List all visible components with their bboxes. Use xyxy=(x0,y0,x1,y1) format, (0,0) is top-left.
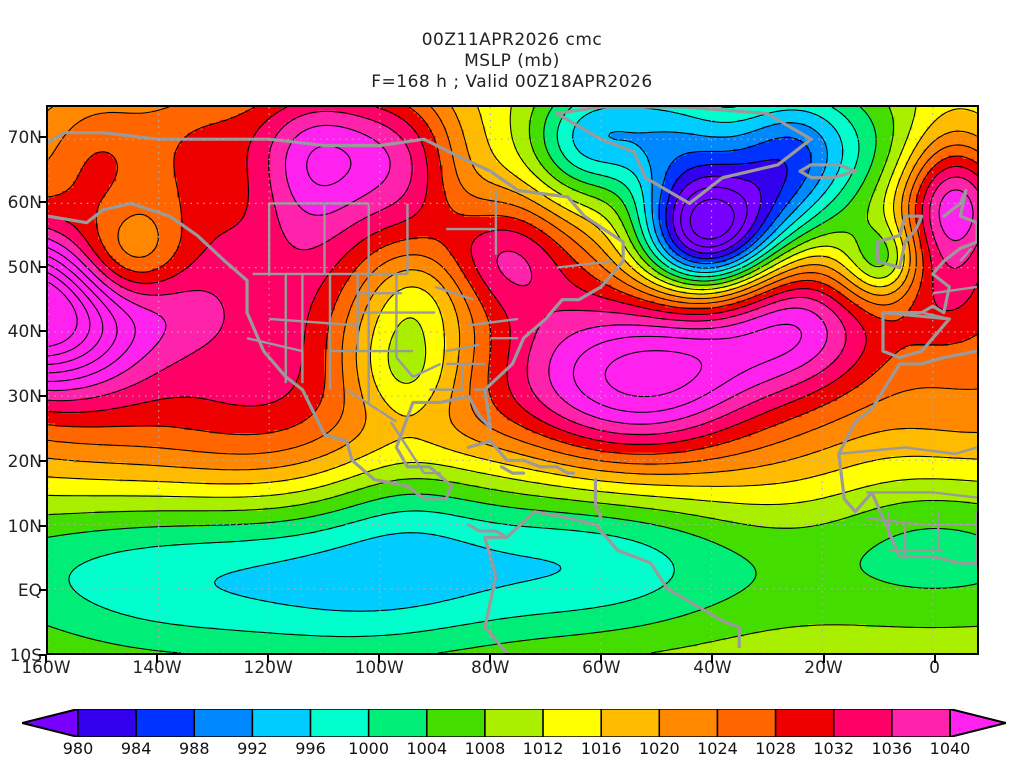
colorbar-swatch-1012[interactable] xyxy=(542,709,602,737)
mslp-contour-field xyxy=(48,107,977,653)
y-tick xyxy=(39,459,47,462)
y-tick xyxy=(39,201,47,204)
y-tick xyxy=(39,589,47,592)
title-line-variable: MSLP (mb) xyxy=(464,51,560,71)
x-tick xyxy=(45,655,47,663)
y-tick xyxy=(39,524,47,527)
x-axis-label-0: 0 xyxy=(929,658,940,678)
colorbar-tick-996: 996 xyxy=(295,739,326,758)
y-tick xyxy=(39,136,47,139)
y-axis-label-10n: 10N xyxy=(7,516,42,537)
colorbar[interactable] xyxy=(22,709,1006,737)
x-tick xyxy=(933,655,936,663)
colorbar-tick-1016: 1016 xyxy=(580,739,622,758)
y-axis-label-70n: 70N xyxy=(7,128,42,149)
colorbar-tick-1020: 1020 xyxy=(638,739,680,758)
title-line-valid: F=168 h ; Valid 00Z18APR2026 xyxy=(371,72,653,92)
map-plot-area[interactable] xyxy=(46,105,979,655)
colorbar-tick-992: 992 xyxy=(237,739,268,758)
x-tick xyxy=(600,655,603,663)
y-tick xyxy=(39,654,47,656)
x-tick xyxy=(489,655,492,663)
colorbar-tick-1036: 1036 xyxy=(871,739,913,758)
colorbar-tick-1032: 1032 xyxy=(813,739,855,758)
x-axis-label-60w: 60W xyxy=(582,658,621,678)
x-tick xyxy=(822,655,825,663)
colorbar-tick-1004: 1004 xyxy=(406,739,448,758)
filled-contour-bands xyxy=(48,107,977,653)
colorbar-swatch-992[interactable] xyxy=(251,709,312,737)
x-axis-label-20w: 20W xyxy=(804,658,843,678)
y-axis-label-20n: 20N xyxy=(7,451,42,472)
x-axis-label-80w: 80W xyxy=(471,658,510,678)
colorbar-extend-high xyxy=(949,709,1006,737)
x-tick xyxy=(267,655,270,663)
colorbar-swatch-996[interactable] xyxy=(309,709,370,737)
colorbar-swatch-1008[interactable] xyxy=(484,709,544,737)
x-axis-label-160w: 160W xyxy=(21,658,71,678)
title-line-model: 00Z11APR2026 cmc xyxy=(421,30,603,50)
colorbar-tick-1000: 1000 xyxy=(348,739,390,758)
colorbar-swatch-1004[interactable] xyxy=(426,709,486,737)
colorbar-swatch-1000[interactable] xyxy=(367,709,428,737)
y-axis-label-10s: 10S xyxy=(9,646,42,666)
y-axis-label-40n: 40N xyxy=(7,322,42,343)
colorbar-swatch-980[interactable] xyxy=(77,709,137,737)
y-axis-label-60n: 60N xyxy=(7,193,42,214)
colorbar-swatch-984[interactable] xyxy=(135,709,196,737)
colorbar-tick-1028: 1028 xyxy=(755,739,796,758)
colorbar-swatch-988[interactable] xyxy=(193,709,254,737)
y-axis-label-30n: 30N xyxy=(7,387,42,408)
colorbar-swatch-1016[interactable] xyxy=(600,709,661,737)
colorbar-swatch-1028[interactable] xyxy=(774,709,835,737)
colorbar-tick-984: 984 xyxy=(120,739,152,758)
y-axis-label-50n: 50N xyxy=(7,257,42,278)
x-tick xyxy=(156,655,159,663)
x-axis-label-40w: 40W xyxy=(693,658,732,678)
colorbar-tick-1008: 1008 xyxy=(464,739,506,758)
colorbar-tick-988: 988 xyxy=(178,739,210,758)
x-tick xyxy=(711,655,714,663)
colorbar-swatch-1036[interactable] xyxy=(891,709,951,737)
colorbar-tick-1024: 1024 xyxy=(697,739,738,758)
coastlines xyxy=(48,107,977,653)
x-axis-label-100w: 100W xyxy=(354,658,404,678)
x-axis-label-140w: 140W xyxy=(132,658,182,678)
colorbar-extend-low xyxy=(22,709,79,737)
y-tick xyxy=(39,330,47,333)
colorbar-swatch-1020[interactable] xyxy=(658,709,719,737)
x-axis-label-120w: 120W xyxy=(243,658,293,678)
lat-lon-gridlines xyxy=(48,107,977,653)
y-tick xyxy=(39,395,47,398)
colorbar-tick-1012: 1012 xyxy=(522,739,564,758)
colorbar-swatch-1032[interactable] xyxy=(832,709,893,737)
chart-title-block: 00Z11APR2026 cmc MSLP (mb) F=168 h ; Val… xyxy=(0,30,1024,93)
x-tick xyxy=(378,655,381,663)
colorbar-tick-980: 980 xyxy=(62,739,94,758)
colorbar-swatches xyxy=(22,709,1006,737)
colorbar-swatch-1024[interactable] xyxy=(716,709,777,737)
colorbar-tick-1040: 1040 xyxy=(929,739,971,758)
y-tick xyxy=(39,265,47,268)
y-axis-label-eq: EQ xyxy=(17,581,42,602)
